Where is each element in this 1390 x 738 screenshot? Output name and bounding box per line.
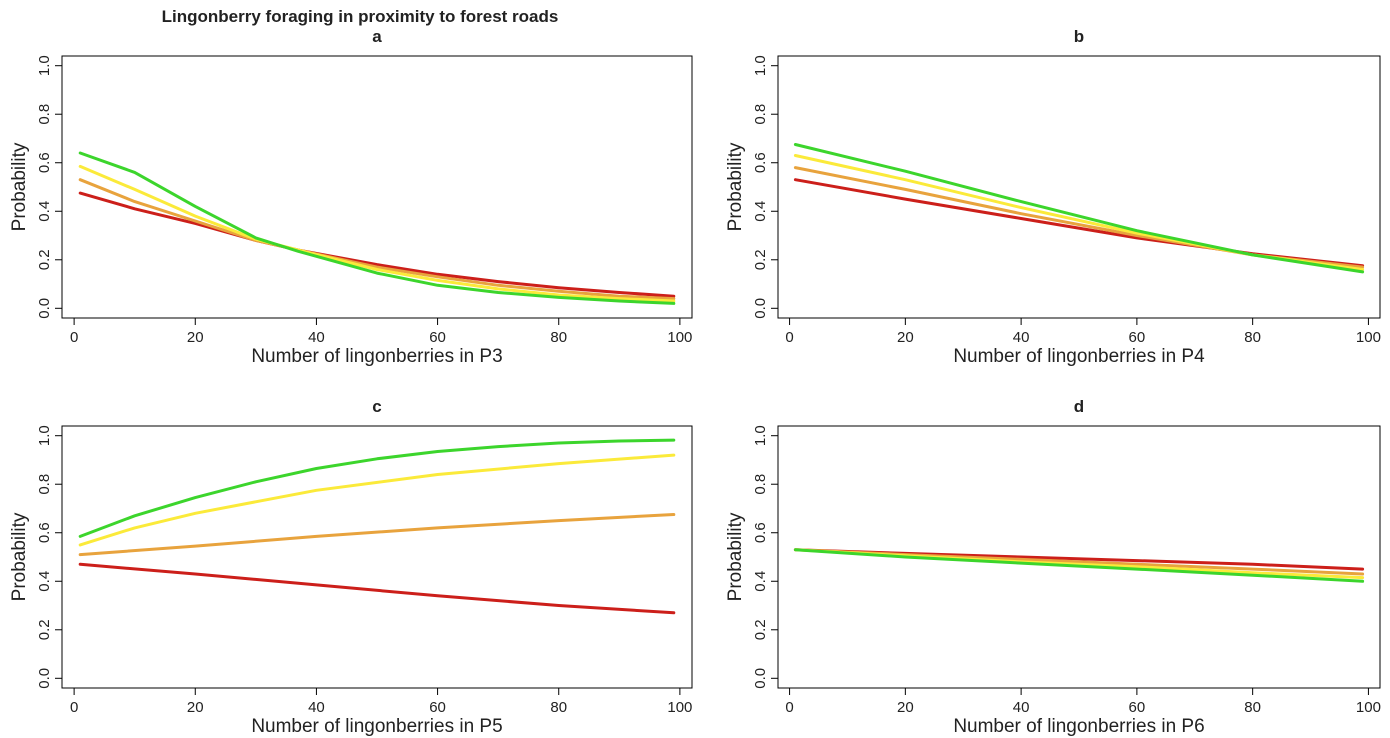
y-tick-label: 0.6	[36, 522, 53, 543]
y-tick-label: 0.2	[36, 249, 53, 270]
y-tick-label: 1.0	[752, 425, 769, 446]
y-tick-label: 0.0	[36, 298, 53, 319]
y-tick-label: 0.8	[752, 104, 769, 125]
x-tick-label: 100	[1356, 699, 1381, 716]
y-axis-label: Probability	[725, 142, 746, 231]
x-axis-label: Number of lingonberries in P6	[953, 716, 1204, 737]
y-tick-label: 0.8	[752, 474, 769, 495]
x-tick-label: 60	[429, 329, 446, 346]
series-line-green	[78, 438, 676, 538]
series-line-yellow	[78, 164, 676, 303]
x-axis-label: Number of lingonberries in P3	[251, 346, 502, 367]
plot-frame	[61, 425, 693, 689]
y-tick-label: 0.4	[752, 201, 769, 222]
x-tick-label: 60	[1129, 329, 1146, 346]
y-tick-label: 0.0	[752, 298, 769, 319]
x-tick-label: 0	[785, 699, 793, 716]
panel-d: d 0 20 40 60 80 100 0.0 0.2 0.4 0.6 0.8 1.0 Number of…	[725, 397, 1381, 737]
plot-frame	[777, 425, 1381, 689]
y-tick-label: 1.0	[752, 55, 769, 76]
y-tick-label: 1.0	[36, 425, 53, 446]
x-tick-label: 20	[187, 699, 204, 716]
series-line-yellow	[78, 453, 676, 547]
y-tick-label: 0.6	[36, 152, 53, 173]
panel-title: b	[1074, 27, 1084, 46]
plot-frame	[777, 55, 1381, 319]
panel-c: c 0 20 40 60 80 100 0.0 0.2 0.4 0.6 0.8 1.0 Number of…	[9, 397, 693, 737]
x-tick-label: 0	[785, 329, 793, 346]
x-tick-label: 0	[70, 329, 78, 346]
x-tick-label: 20	[897, 699, 914, 716]
x-tick-label: 100	[667, 329, 692, 346]
y-tick-label: 0.4	[36, 571, 53, 592]
panel-a: a 0 20 40 60 80 100 0.0 0.2 0.4 0.6 0.8 1.0 Number of…	[9, 27, 693, 367]
x-tick-label: 80	[550, 329, 567, 346]
x-tick-label: 40	[1013, 699, 1030, 716]
x-tick-label: 0	[70, 699, 78, 716]
x-axis-label: Number of lingonberries in P5	[251, 716, 502, 737]
x-tick-label: 100	[1356, 329, 1381, 346]
panels: a 0 20 40 60 80 100 0.0 0.2 0.4 0.6 0.8 1.0 Number of…	[9, 27, 1381, 737]
series-line-green	[793, 143, 1365, 274]
x-axis-label: Number of lingonberries in P4	[953, 346, 1205, 367]
x-tick-label: 60	[429, 699, 446, 716]
x-tick-label: 20	[897, 329, 914, 346]
x-tick-label: 80	[550, 699, 567, 716]
series-line-red	[793, 178, 1365, 268]
y-tick-label: 0.0	[36, 668, 53, 689]
y-tick-label: 0.2	[752, 619, 769, 640]
series-line-orange	[78, 513, 676, 557]
y-tick-label: 0.2	[36, 619, 53, 640]
x-tick-label: 20	[187, 329, 204, 346]
x-tick-label: 100	[667, 699, 692, 716]
x-tick-label: 60	[1129, 699, 1146, 716]
series-line-green	[78, 151, 676, 305]
x-tick-label: 40	[308, 699, 325, 716]
y-axis-label: Probability	[9, 512, 30, 601]
x-tick-label: 40	[308, 329, 325, 346]
y-tick-label: 0.8	[36, 474, 53, 495]
x-tick-label: 80	[1244, 699, 1261, 716]
series-line-red	[78, 191, 676, 298]
y-axis-label: Probability	[725, 512, 746, 601]
y-tick-label: 0.4	[36, 201, 53, 222]
x-tick-label: 80	[1244, 329, 1261, 346]
y-tick-label: 0.8	[36, 104, 53, 125]
figure-title: Lingonberry foraging in proximity to for…	[162, 7, 559, 26]
y-tick-label: 0.6	[752, 522, 769, 543]
series-line-green	[793, 548, 1365, 583]
y-tick-label: 0.0	[752, 668, 769, 689]
x-tick-label: 40	[1013, 329, 1030, 346]
y-tick-label: 1.0	[36, 55, 53, 76]
panel-title: c	[372, 397, 381, 416]
panel-title: d	[1074, 397, 1084, 416]
y-tick-label: 0.2	[752, 249, 769, 270]
y-axis-label: Probability	[9, 142, 30, 231]
panel-b: b 0 20 40 60 80 100 0.0 0.2 0.4 0.6 0.8 1.0 Number of…	[725, 27, 1381, 367]
series-line-yellow	[793, 154, 1365, 271]
series-line-orange	[78, 178, 676, 301]
panel-title: a	[372, 27, 382, 46]
y-tick-label: 0.4	[752, 571, 769, 592]
y-tick-label: 0.6	[752, 152, 769, 173]
plot-frame	[61, 55, 693, 319]
series-line-red	[78, 562, 676, 615]
